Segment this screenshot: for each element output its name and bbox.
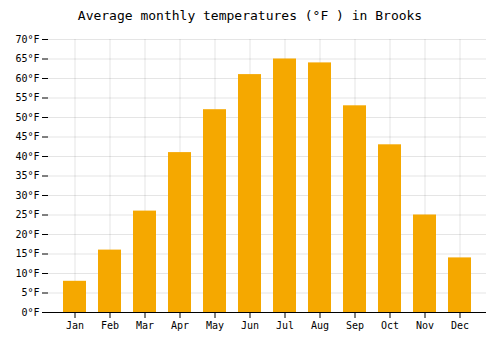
svg-text:20°F: 20°F <box>15 229 39 240</box>
svg-text:30°F: 30°F <box>15 190 39 201</box>
svg-text:Mar: Mar <box>136 320 154 331</box>
svg-text:60°F: 60°F <box>15 73 39 84</box>
svg-text:65°F: 65°F <box>15 53 39 64</box>
svg-text:50°F: 50°F <box>15 112 39 123</box>
svg-text:15°F: 15°F <box>15 248 39 259</box>
svg-text:Nov: Nov <box>416 320 434 331</box>
svg-text:Jul: Jul <box>276 320 294 331</box>
svg-text:Sep: Sep <box>346 320 364 331</box>
svg-text:40°F: 40°F <box>15 151 39 162</box>
svg-text:35°F: 35°F <box>15 170 39 181</box>
svg-text:70°F: 70°F <box>15 34 39 45</box>
svg-text:Feb: Feb <box>101 320 119 331</box>
svg-text:Jun: Jun <box>241 320 259 331</box>
svg-text:10°F: 10°F <box>15 268 39 279</box>
svg-text:Apr: Apr <box>171 320 189 331</box>
svg-text:Dec: Dec <box>451 320 469 331</box>
svg-text:0°F: 0°F <box>21 307 39 318</box>
svg-text:25°F: 25°F <box>15 209 39 220</box>
html-text:Average monthly temperatures (: Average monthly temperatures (°F ) in Br… <box>77 8 423 23</box>
svg-text:Aug: Aug <box>311 320 329 331</box>
svg-text:May: May <box>206 320 224 331</box>
svg-text:Oct: Oct <box>381 320 399 331</box>
svg-text:45°F: 45°F <box>15 131 39 142</box>
svg-text:55°F: 55°F <box>15 92 39 103</box>
svg-text:5°F: 5°F <box>21 287 39 298</box>
svg-text:Jan: Jan <box>66 320 84 331</box>
